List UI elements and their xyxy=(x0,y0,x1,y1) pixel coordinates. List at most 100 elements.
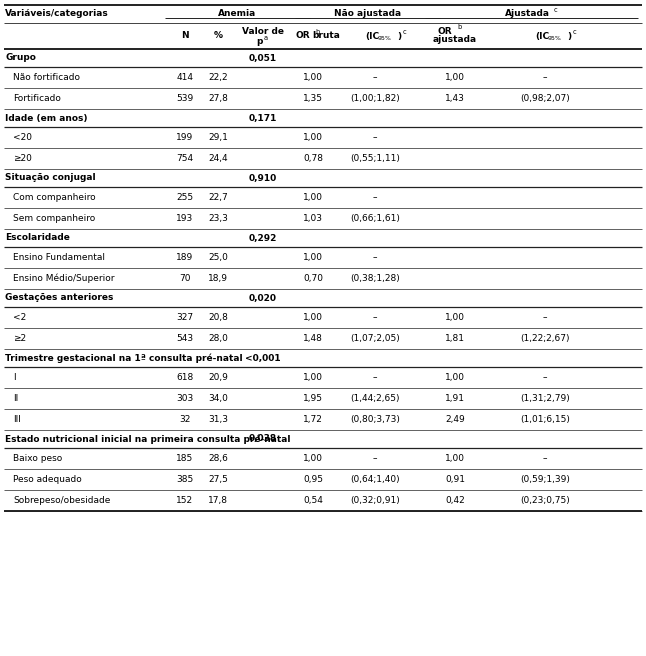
Text: 0,91: 0,91 xyxy=(445,475,465,484)
Text: 25,0: 25,0 xyxy=(208,253,228,262)
Text: 0,020: 0,020 xyxy=(249,293,277,302)
Bar xyxy=(4,5,642,23)
Text: 27,8: 27,8 xyxy=(208,94,228,103)
Text: ): ) xyxy=(397,31,401,41)
Bar xyxy=(4,289,642,307)
Text: –: – xyxy=(373,73,377,82)
Text: 0,051: 0,051 xyxy=(249,54,277,62)
Text: 22,7: 22,7 xyxy=(208,193,228,202)
Text: Anemia: Anemia xyxy=(218,9,256,18)
Text: c: c xyxy=(403,29,406,35)
Bar xyxy=(4,349,642,367)
Text: 0,038: 0,038 xyxy=(249,434,277,443)
Text: –: – xyxy=(543,73,547,82)
Text: 23,3: 23,3 xyxy=(208,214,228,223)
Text: 20,9: 20,9 xyxy=(208,373,228,382)
Text: –: – xyxy=(373,253,377,262)
Text: 152: 152 xyxy=(176,496,194,505)
Text: Gestações anteriores: Gestações anteriores xyxy=(5,293,114,302)
Text: N: N xyxy=(181,31,189,41)
Text: (0,64;1,40): (0,64;1,40) xyxy=(350,475,400,484)
Text: (0,66;1,61): (0,66;1,61) xyxy=(350,214,400,223)
Text: 193: 193 xyxy=(176,214,194,223)
Text: Não fortificado: Não fortificado xyxy=(13,73,80,82)
Bar xyxy=(4,229,642,247)
Bar xyxy=(4,23,642,49)
Text: 1,00: 1,00 xyxy=(303,73,323,82)
Text: ): ) xyxy=(567,31,571,41)
Text: p: p xyxy=(256,37,262,45)
Bar xyxy=(4,187,642,208)
Text: 185: 185 xyxy=(176,454,194,463)
Text: Não ajustada: Não ajustada xyxy=(334,9,401,18)
Bar xyxy=(4,490,642,511)
Text: 327: 327 xyxy=(176,313,194,322)
Text: 199: 199 xyxy=(176,133,194,142)
Text: 0,70: 0,70 xyxy=(303,274,323,283)
Text: OR: OR xyxy=(437,26,452,35)
Text: 0,54: 0,54 xyxy=(303,496,323,505)
Bar xyxy=(4,127,642,148)
Bar xyxy=(4,67,642,88)
Text: –: – xyxy=(373,133,377,142)
Text: 543: 543 xyxy=(176,334,194,343)
Text: 34,0: 34,0 xyxy=(208,394,228,403)
Text: 0,910: 0,910 xyxy=(249,173,277,182)
Text: <0,001: <0,001 xyxy=(245,354,281,363)
Text: I: I xyxy=(13,373,16,382)
Text: 0,95: 0,95 xyxy=(303,475,323,484)
Text: Idade (em anos): Idade (em anos) xyxy=(5,113,87,123)
Text: (1,22;2,67): (1,22;2,67) xyxy=(520,334,570,343)
Text: 1,00: 1,00 xyxy=(303,373,323,382)
Text: 1,00: 1,00 xyxy=(303,253,323,262)
Text: 70: 70 xyxy=(179,274,191,283)
Text: (0,23;0,75): (0,23;0,75) xyxy=(520,496,570,505)
Text: 32: 32 xyxy=(180,415,191,424)
Bar xyxy=(4,109,642,127)
Text: (IC: (IC xyxy=(535,31,549,41)
Text: b: b xyxy=(315,29,319,35)
Text: 1,72: 1,72 xyxy=(303,415,323,424)
Text: OR: OR xyxy=(295,31,310,41)
Text: Ajustada: Ajustada xyxy=(505,9,550,18)
Text: 754: 754 xyxy=(176,154,194,163)
Text: –: – xyxy=(543,373,547,382)
Bar xyxy=(4,208,642,229)
Bar xyxy=(4,469,642,490)
Text: Sem companheiro: Sem companheiro xyxy=(13,214,95,223)
Bar xyxy=(4,148,642,169)
Text: 0,42: 0,42 xyxy=(445,496,465,505)
Bar xyxy=(4,388,642,409)
Text: 27,5: 27,5 xyxy=(208,475,228,484)
Text: 1,00: 1,00 xyxy=(445,373,465,382)
Text: 28,6: 28,6 xyxy=(208,454,228,463)
Text: (1,01;6,15): (1,01;6,15) xyxy=(520,415,570,424)
Text: Estado nutricional inicial na primeira consulta pré-natal: Estado nutricional inicial na primeira c… xyxy=(5,434,291,443)
Text: Valor de: Valor de xyxy=(242,26,284,35)
Text: (1,00;1,82): (1,00;1,82) xyxy=(350,94,400,103)
Text: 1,00: 1,00 xyxy=(303,454,323,463)
Text: 95%: 95% xyxy=(548,37,562,41)
Text: 0,292: 0,292 xyxy=(249,234,277,243)
Text: 1,81: 1,81 xyxy=(445,334,465,343)
Text: 2,49: 2,49 xyxy=(445,415,465,424)
Text: 1,43: 1,43 xyxy=(445,94,465,103)
Text: 618: 618 xyxy=(176,373,194,382)
Text: c: c xyxy=(573,29,577,35)
Bar xyxy=(4,88,642,109)
Text: ≥20: ≥20 xyxy=(13,154,32,163)
Text: 1,00: 1,00 xyxy=(445,454,465,463)
Text: 1,00: 1,00 xyxy=(445,73,465,82)
Text: (0,55;1,11): (0,55;1,11) xyxy=(350,154,400,163)
Bar xyxy=(4,268,642,289)
Text: Peso adequado: Peso adequado xyxy=(13,475,82,484)
Text: 189: 189 xyxy=(176,253,194,262)
Text: 1,00: 1,00 xyxy=(303,313,323,322)
Text: 1,03: 1,03 xyxy=(303,214,323,223)
Text: (IC: (IC xyxy=(365,31,379,41)
Bar xyxy=(4,448,642,469)
Text: –: – xyxy=(373,373,377,382)
Text: Ensino Fundamental: Ensino Fundamental xyxy=(13,253,105,262)
Bar xyxy=(4,307,642,328)
Text: 255: 255 xyxy=(176,193,194,202)
